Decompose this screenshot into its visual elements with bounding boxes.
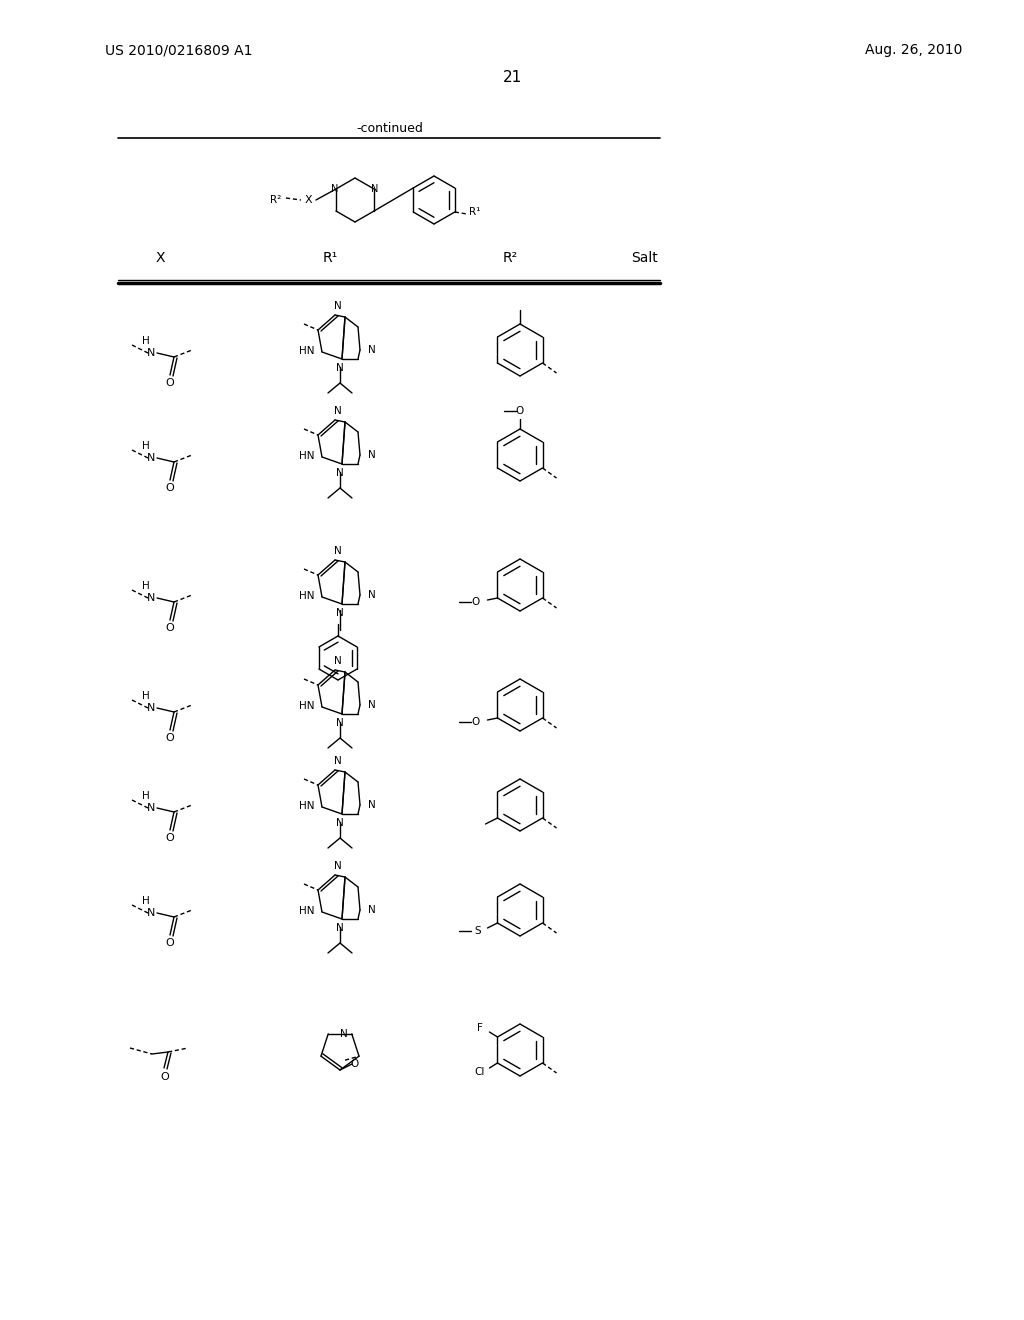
Text: N: N (331, 183, 339, 194)
Text: N: N (368, 906, 376, 915)
Text: N: N (372, 183, 379, 194)
Text: H: H (142, 581, 150, 591)
Text: N: N (368, 345, 376, 355)
Text: O: O (516, 407, 524, 416)
Text: N: N (334, 546, 342, 556)
Text: N: N (336, 469, 344, 478)
Text: N: N (146, 908, 156, 917)
Text: N: N (336, 818, 344, 828)
Text: N: N (146, 803, 156, 813)
Text: N: N (146, 348, 156, 358)
Text: O: O (471, 717, 479, 727)
Text: X: X (305, 195, 312, 205)
Text: N: N (334, 756, 342, 766)
Text: H: H (142, 441, 150, 451)
Text: N: N (336, 609, 344, 618)
Text: HN: HN (299, 346, 314, 356)
Text: O: O (166, 483, 174, 492)
Text: HN: HN (299, 801, 314, 810)
Text: N: N (334, 407, 342, 416)
Text: N: N (368, 590, 376, 601)
Text: N: N (146, 704, 156, 713)
Text: HN: HN (299, 451, 314, 461)
Text: O: O (166, 833, 174, 843)
Text: O: O (350, 1059, 358, 1069)
Text: O: O (166, 939, 174, 948)
Text: Aug. 26, 2010: Aug. 26, 2010 (865, 44, 963, 57)
Text: N: N (340, 1028, 347, 1039)
Text: H: H (142, 791, 150, 801)
Text: S: S (474, 927, 481, 936)
Text: HN: HN (299, 591, 314, 601)
Text: N: N (336, 718, 344, 729)
Text: N: N (334, 301, 342, 312)
Text: F: F (476, 1023, 482, 1034)
Text: R¹: R¹ (323, 251, 338, 265)
Text: X: X (156, 251, 165, 265)
Text: H: H (142, 337, 150, 346)
Text: N: N (146, 593, 156, 603)
Text: N: N (368, 450, 376, 459)
Text: N: N (334, 656, 342, 667)
Text: O: O (161, 1072, 169, 1082)
Text: HN: HN (299, 701, 314, 711)
Text: R²: R² (269, 195, 281, 205)
Text: O: O (166, 623, 174, 634)
Text: O: O (166, 733, 174, 743)
Text: O: O (471, 597, 479, 607)
Text: N: N (368, 800, 376, 810)
Text: 21: 21 (503, 70, 521, 86)
Text: H: H (142, 690, 150, 701)
Text: Cl: Cl (474, 1067, 484, 1077)
Text: N: N (336, 923, 344, 933)
Text: N: N (334, 861, 342, 871)
Text: R¹: R¹ (469, 207, 480, 216)
Text: Salt: Salt (632, 251, 658, 265)
Text: N: N (336, 363, 344, 374)
Text: R²: R² (503, 251, 517, 265)
Text: N: N (146, 453, 156, 463)
Text: H: H (142, 896, 150, 906)
Text: US 2010/0216809 A1: US 2010/0216809 A1 (105, 44, 253, 57)
Text: N: N (368, 700, 376, 710)
Text: O: O (166, 378, 174, 388)
Text: -continued: -continued (356, 121, 424, 135)
Text: HN: HN (299, 906, 314, 916)
